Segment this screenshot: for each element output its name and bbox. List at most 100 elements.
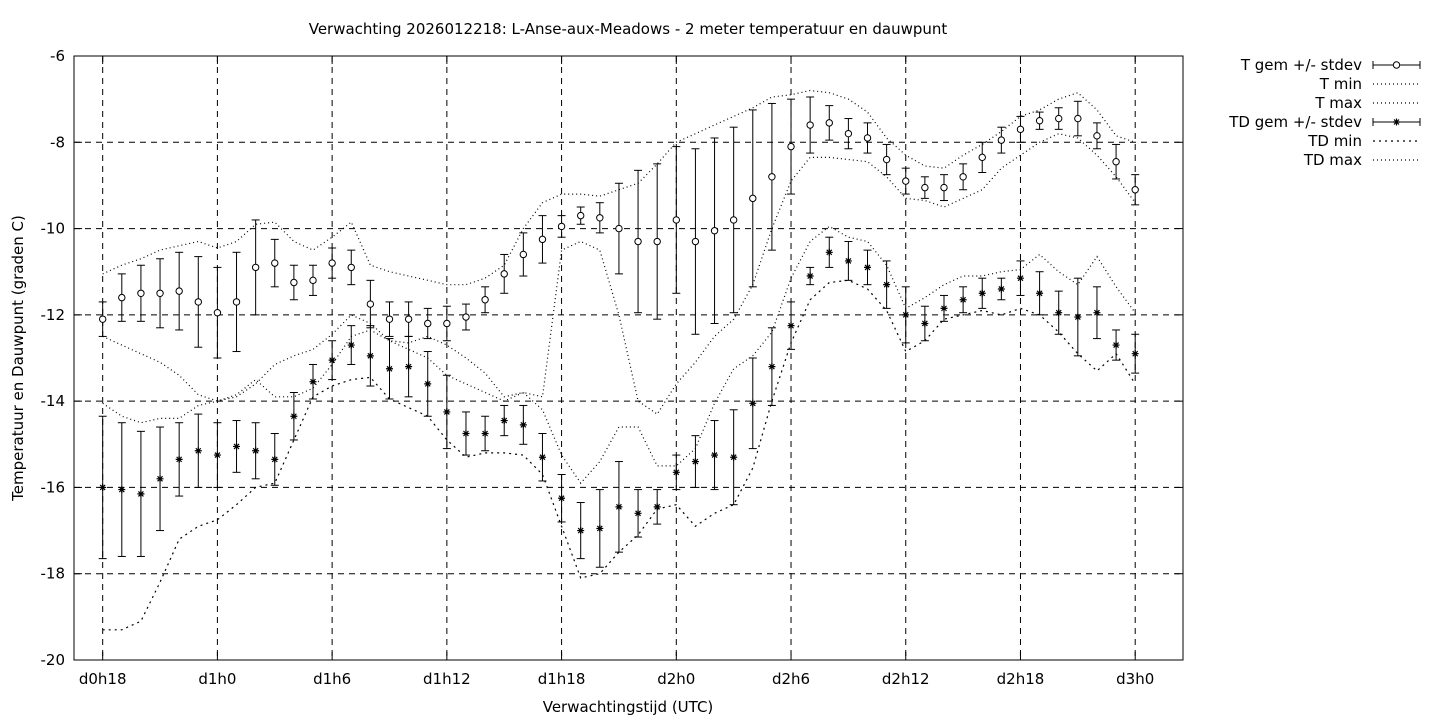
t-mean-point (921, 183, 929, 192)
td-mean-point (902, 311, 910, 319)
td-mean-point (825, 248, 833, 256)
t-mean-point (137, 289, 145, 297)
series-td-min-line (102, 279, 1136, 631)
x-tick-label: d2h6 (772, 670, 810, 688)
td-mean-point (959, 296, 967, 304)
t-mean-point (882, 155, 891, 164)
td-mean-point (385, 365, 393, 373)
y-tick-label: -16 (41, 478, 66, 496)
td-mean-point (405, 363, 413, 371)
t-mean-point (213, 309, 222, 317)
t-mean-point (404, 315, 413, 323)
t-mean-point (309, 276, 317, 285)
x-axis-label: Verwachtingstijd (UTC) (543, 698, 714, 716)
t-mean-point (710, 227, 719, 235)
td-mean-point (1055, 309, 1063, 317)
td-mean-point (615, 503, 623, 511)
t-mean-point (672, 216, 681, 224)
t-mean-point (538, 235, 547, 244)
td-mean-point (691, 458, 699, 466)
td-mean-point (309, 378, 317, 386)
td-mean-point (787, 322, 795, 330)
y-axis-label: Temperatuur en Dauwpunt (graden C) (9, 215, 27, 502)
td-mean-point (978, 289, 986, 297)
td-mean-point (997, 285, 1005, 293)
t-mean-point (997, 136, 1006, 144)
t-mean-point (462, 313, 470, 321)
t-mean-point (443, 319, 451, 328)
series-t-min-line (102, 133, 1136, 415)
td-mean-point (653, 503, 661, 511)
td-mean-point (233, 442, 241, 450)
legend-label: TD max (1303, 151, 1362, 169)
x-tick-label: d2h12 (882, 670, 930, 688)
t-mean-point (806, 121, 814, 129)
legend-label: TD gem +/- stdev (1228, 113, 1362, 131)
td-mean-point (500, 417, 508, 425)
x-tick-label: d1h18 (538, 670, 586, 688)
x-tick-label: d1h6 (313, 670, 351, 688)
td-mean-point (424, 380, 432, 388)
td-mean-point (252, 447, 260, 455)
x-tick-label: d0h18 (79, 670, 127, 688)
t-mean-point (156, 289, 164, 297)
legend-marker (1393, 118, 1400, 126)
td-mean-point (806, 272, 814, 280)
t-mean-point (787, 142, 795, 151)
td-mean-point (99, 483, 107, 491)
t-mean-point (902, 177, 910, 185)
legend-label: T max (1314, 94, 1362, 112)
t-mean-point (576, 211, 585, 220)
td-mean-point (672, 468, 680, 476)
td-mean-point (864, 263, 872, 271)
y-tick-label: -8 (50, 133, 65, 151)
td-mean-point (921, 319, 929, 327)
t-mean-point (347, 263, 355, 272)
td-mean-point (711, 451, 719, 459)
t-mean-point (481, 296, 489, 304)
td-mean-point (290, 412, 298, 420)
td-mean-point (118, 486, 126, 494)
t-mean-point (1074, 114, 1082, 123)
td-mean-point (730, 453, 738, 461)
td-mean-point (844, 257, 852, 265)
t-mean-point (768, 173, 776, 181)
td-mean-point (271, 455, 279, 463)
t-mean-point (596, 214, 604, 222)
t-mean-point (825, 119, 833, 127)
td-mean-point (1016, 274, 1024, 282)
t-mean-point (959, 173, 967, 181)
y-tick-label: -12 (41, 306, 66, 324)
t-mean-point (385, 315, 394, 323)
td-mean-point (749, 399, 757, 407)
t-mean-point (519, 250, 528, 259)
t-mean-point (557, 222, 566, 231)
plot-area-frame (73, 55, 1184, 661)
y-tick-label: -10 (41, 220, 66, 238)
t-mean-point (251, 263, 260, 272)
t-mean-point (615, 224, 623, 233)
t-mean-point (175, 287, 183, 295)
t-mean-point (424, 319, 432, 328)
t-mean-point (194, 298, 202, 306)
y-tick-label: -6 (50, 47, 65, 65)
axes-ticks: -20 -18 -16 -14 -12 -10 -8 -6 d0h18 d1h0 d1h6 d1h12… (41, 47, 1183, 688)
t-mean-point (98, 315, 107, 323)
td-mean-point (366, 352, 374, 360)
td-mean-point (1093, 309, 1101, 317)
t-mean-point (653, 237, 661, 246)
t-mean-point (1093, 132, 1101, 140)
td-mean-point (1131, 350, 1139, 358)
plot-series (98, 89, 1140, 631)
x-tick-label: d1h0 (198, 670, 236, 688)
td-mean-point (634, 509, 642, 517)
y-tick-label: -18 (41, 565, 66, 583)
td-mean-point (577, 527, 585, 535)
t-mean-point (978, 153, 986, 162)
t-mean-point (1131, 186, 1139, 194)
legend-label: T gem +/- stdev (1240, 56, 1362, 74)
td-mean-point (462, 430, 470, 437)
legend-marker (1392, 61, 1401, 69)
t-mean-point (634, 237, 642, 246)
